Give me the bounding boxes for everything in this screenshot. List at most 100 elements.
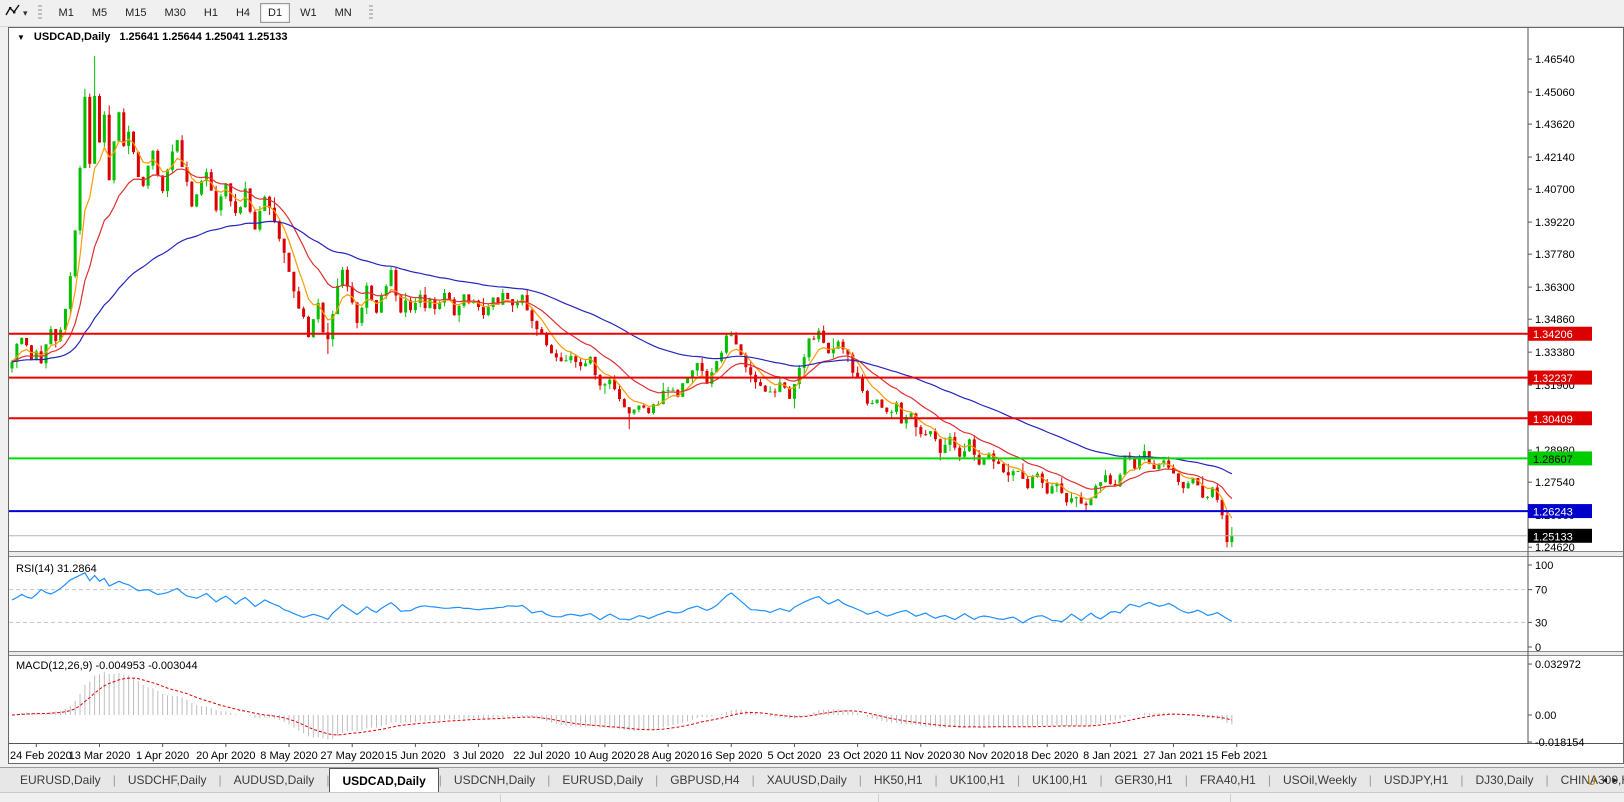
date-axis-label: 22 Jul 2020 — [513, 750, 570, 762]
timeframe-button-m30[interactable]: M30 — [164, 7, 186, 19]
chart-frame — [8, 27, 1624, 764]
resistance-line-3-badge-label: 1.30409 — [1533, 414, 1573, 426]
zigzag-tool-icon — [5, 3, 21, 23]
chart-tab-fra40-h1[interactable]: FRA40,H1 — [1199, 773, 1256, 787]
current-price-line-badge-label: 1.25133 — [1533, 531, 1573, 543]
macd-signal-line — [11, 677, 1232, 736]
date-axis-label: 8 Jan 2021 — [1083, 750, 1137, 762]
resistance-line-2-badge-label: 1.32237 — [1533, 373, 1573, 385]
status-separator — [878, 794, 879, 802]
status-separator — [500, 794, 501, 802]
macd-axis-label: -0.018154 — [1535, 737, 1585, 749]
rsi-axis-label: 0 — [1535, 642, 1541, 654]
y-axis-label: 1.42140 — [1535, 152, 1575, 164]
support-line-blue-badge — [1528, 504, 1592, 519]
date-axis-label: 15 Jun 2020 — [385, 750, 446, 762]
rsi-axis-label: 100 — [1535, 560, 1553, 572]
date-axis-label: 20 Apr 2020 — [196, 750, 255, 762]
tab-separator: | — [934, 773, 938, 787]
chart-tab-xauusd-daily[interactable]: XAUUSD,Daily — [766, 773, 847, 787]
tab-separator: | — [326, 773, 330, 787]
pane-splitter[interactable] — [9, 551, 1623, 557]
date-axis-label: 18 Dec 2020 — [1016, 750, 1078, 762]
date-axis-label: 27 Jan 2021 — [1143, 750, 1204, 762]
tabs-scroll-left-icon[interactable]: ◂ — [1601, 775, 1607, 786]
y-axis-label: 1.36300 — [1535, 282, 1575, 294]
chart-tab-usdjpy-h1[interactable]: USDJPY,H1 — [1383, 773, 1449, 787]
macd-histogram — [16, 671, 1233, 740]
date-axis-label: 5 Oct 2020 — [768, 750, 822, 762]
macd-axis-label: 0.032972 — [1535, 659, 1581, 671]
chart-tabs: EURUSD,Daily | USDCHF,Daily | AUDUSD,Daily | U… — [8, 768, 1624, 793]
timeframe-button-m5[interactable]: M5 — [91, 7, 108, 19]
status-separator — [1230, 794, 1231, 802]
y-axis-label: 1.40700 — [1535, 184, 1575, 196]
chart-window: 1.46540 1.45060 1.43620 1.42140 1.40700 1.392… — [8, 27, 1624, 764]
y-axis-label: 1.45060 — [1535, 87, 1575, 99]
resistance-line-2-badge — [1528, 370, 1592, 385]
timeframe-button-w1[interactable]: W1 — [300, 7, 317, 19]
toolbar-grip-2 — [368, 5, 373, 21]
resistance-line-1-badge-label: 1.34206 — [1533, 329, 1573, 341]
dropdown-caret-icon[interactable]: ▾ — [23, 7, 28, 18]
tab-overflow-label[interactable]: U — [1587, 773, 1596, 788]
tab-separator: | — [438, 773, 442, 787]
ma-mid-red-line — [11, 168, 1233, 500]
chart-tab-eurusd-daily[interactable]: EURUSD,Daily — [20, 773, 101, 787]
chart-tab-usdchf-daily[interactable]: USDCHF,Daily — [127, 773, 207, 787]
chart-ohlc-values: 1.25641 1.25644 1.25041 1.25133 — [119, 31, 288, 43]
pane-splitter[interactable] — [9, 651, 1623, 656]
date-axis-label: 24 Feb 2020 — [10, 750, 72, 762]
chart-tab-eurusd-daily[interactable]: EURUSD,Daily — [562, 773, 644, 787]
chart-tab-usdcad-daily[interactable]: USDCAD,Daily — [329, 768, 439, 793]
rsi-indicator-label: RSI(14) 31.2864 — [16, 563, 97, 575]
chart-tab-uk100-h1[interactable]: UK100,H1 — [949, 773, 1006, 787]
tab-separator: | — [1460, 773, 1464, 787]
timeframe-button-mn[interactable]: MN — [334, 7, 352, 19]
chart-tab-gbpusd-h4[interactable]: GBPUSD,H4 — [670, 773, 740, 787]
toolbar: ▾ M1 M5 M15 M30 H1 H4 D1 W1 MN — [0, 0, 1624, 27]
date-axis-label: 30 Nov 2020 — [953, 750, 1015, 762]
chart-tab-ger30-h1[interactable]: GER30,H1 — [1114, 773, 1173, 787]
timeframe-button-h1[interactable]: H1 — [203, 7, 218, 19]
timeframe-button-m15[interactable]: M15 — [125, 7, 147, 19]
tab-separator: | — [547, 773, 551, 787]
chart-tab-china300-h1[interactable]: CHINA300,H1 — [1560, 773, 1624, 787]
resistance-line-1-badge — [1528, 326, 1592, 341]
chart-tool-button[interactable]: ▾ — [3, 1, 30, 25]
chart-tab-hk50-h1[interactable]: HK50,H1 — [873, 773, 923, 787]
tab-separator: | — [112, 773, 116, 787]
tab-separator: | — [1017, 773, 1021, 787]
date-axis-label: 27 May 2020 — [320, 750, 384, 762]
y-axis-label: 1.39220 — [1535, 217, 1575, 229]
chart-tab-usdcnh-daily[interactable]: USDCNH,Daily — [453, 773, 536, 787]
tab-separator: | — [858, 773, 862, 787]
chart-tab-audusd-daily[interactable]: AUDUSD,Daily — [233, 773, 315, 787]
tab-separator: | — [218, 773, 222, 787]
y-axis-label: 1.46540 — [1535, 54, 1575, 66]
chart-menu-icon[interactable]: ▼ — [17, 32, 25, 42]
chart-header: ▼ USDCAD,Daily 1.25641 1.25644 1.25041 1… — [14, 31, 291, 43]
chart-tab-dj30-daily[interactable]: DJ30,Daily — [1475, 773, 1534, 787]
tabs-scroll-right-icon[interactable]: ▸ — [1612, 775, 1618, 786]
y-axis-label: 1.24620 — [1535, 542, 1575, 554]
support-line-green-badge-label: 1.28607 — [1533, 454, 1573, 466]
price-chart-canvas[interactable]: 1.46540 1.45060 1.43620 1.42140 1.40700 1.392… — [8, 27, 1624, 764]
timeframe-button-d1[interactable]: D1 — [260, 3, 291, 23]
macd-indicator-label: MACD(12,26,9) -0.004953 -0.003044 — [16, 660, 198, 672]
timeframe-button-h4[interactable]: H4 — [235, 7, 251, 19]
y-axis-label: 1.34860 — [1535, 314, 1575, 326]
status-bar — [0, 792, 1624, 802]
rsi-axis-label: 30 — [1535, 617, 1547, 629]
chart-tab-usoil-weekly[interactable]: USOil,Weekly — [1282, 773, 1357, 787]
y-axis-label: 1.37780 — [1535, 249, 1575, 261]
rsi-line — [11, 572, 1233, 624]
date-axis-label: 23 Oct 2020 — [828, 750, 888, 762]
timeframe-button-m1[interactable]: M1 — [58, 7, 74, 19]
date-axis-label: 8 May 2020 — [260, 750, 317, 762]
date-axis-label: 1 Apr 2020 — [136, 750, 189, 762]
y-axis-label: 1.33380 — [1535, 347, 1575, 359]
chart-tab-uk100-h1[interactable]: UK100,H1 — [1032, 773, 1088, 787]
current-price-line-badge — [1528, 528, 1592, 543]
tab-separator: | — [1545, 773, 1549, 787]
